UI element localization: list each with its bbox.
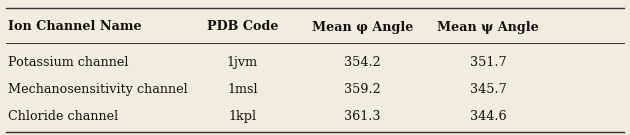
Text: 345.7: 345.7: [470, 83, 507, 96]
Text: 359.2: 359.2: [344, 83, 381, 96]
Text: PDB Code: PDB Code: [207, 21, 278, 33]
Text: Mean ψ Angle: Mean ψ Angle: [437, 21, 539, 33]
Text: 1kpl: 1kpl: [229, 110, 256, 123]
Text: Mechanosensitivity channel: Mechanosensitivity channel: [8, 83, 187, 96]
Text: Mean φ Angle: Mean φ Angle: [312, 21, 413, 33]
Text: Chloride channel: Chloride channel: [8, 110, 118, 123]
Text: 351.7: 351.7: [470, 56, 507, 69]
Text: 1jvm: 1jvm: [227, 56, 258, 69]
Text: 344.6: 344.6: [470, 110, 507, 123]
Text: 361.3: 361.3: [344, 110, 381, 123]
Text: Potassium channel: Potassium channel: [8, 56, 128, 69]
Text: 354.2: 354.2: [344, 56, 381, 69]
Text: Ion Channel Name: Ion Channel Name: [8, 21, 141, 33]
Text: 1msl: 1msl: [227, 83, 258, 96]
